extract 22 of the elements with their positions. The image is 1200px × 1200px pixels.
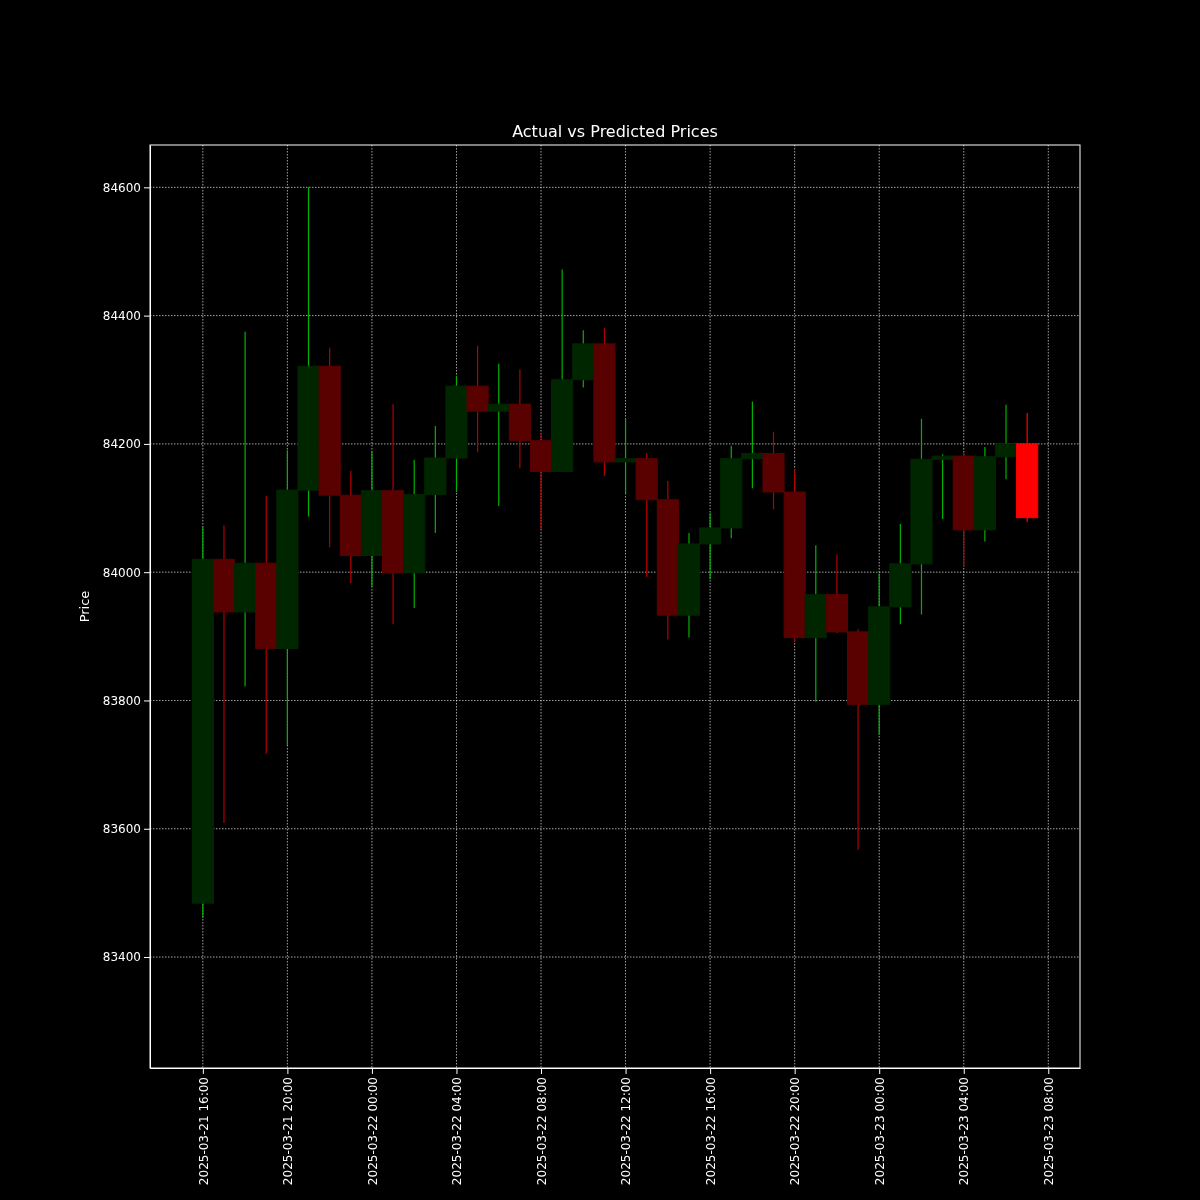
x-tick-label: 2025-03-21 20:00 [281, 1077, 296, 1186]
y-tick-label: 83400 [102, 950, 141, 965]
y-tick-label: 83600 [102, 822, 141, 837]
x-tick-label: 2025-03-22 16:00 [703, 1077, 718, 1186]
x-tick-label: 2025-03-22 12:00 [619, 1077, 634, 1186]
y-tick-label: 84200 [102, 437, 141, 452]
candlestick [487, 363, 510, 507]
y-axis-title: Price [77, 590, 92, 623]
y-tick-label: 84400 [102, 308, 141, 323]
x-tick-label: 2025-03-23 08:00 [1042, 1077, 1056, 1186]
y-tick-label: 84000 [102, 565, 141, 580]
y-tick-label: 84600 [102, 180, 141, 195]
x-tick-label: 2025-03-22 08:00 [534, 1077, 549, 1186]
chart-title: Actual vs Predicted Prices [512, 122, 718, 141]
x-tick-label: 2025-03-23 04:00 [957, 1077, 972, 1186]
candlestick [614, 418, 637, 495]
x-tick-label: 2025-03-23 00:00 [872, 1077, 887, 1186]
y-tick-label: 83800 [102, 693, 141, 708]
x-tick-label: 2025-03-21 16:00 [196, 1077, 211, 1186]
x-tick-label: 2025-03-22 04:00 [450, 1077, 465, 1186]
x-tick-label: 2025-03-22 00:00 [365, 1077, 380, 1186]
x-tick-label: 2025-03-22 20:00 [788, 1077, 803, 1186]
